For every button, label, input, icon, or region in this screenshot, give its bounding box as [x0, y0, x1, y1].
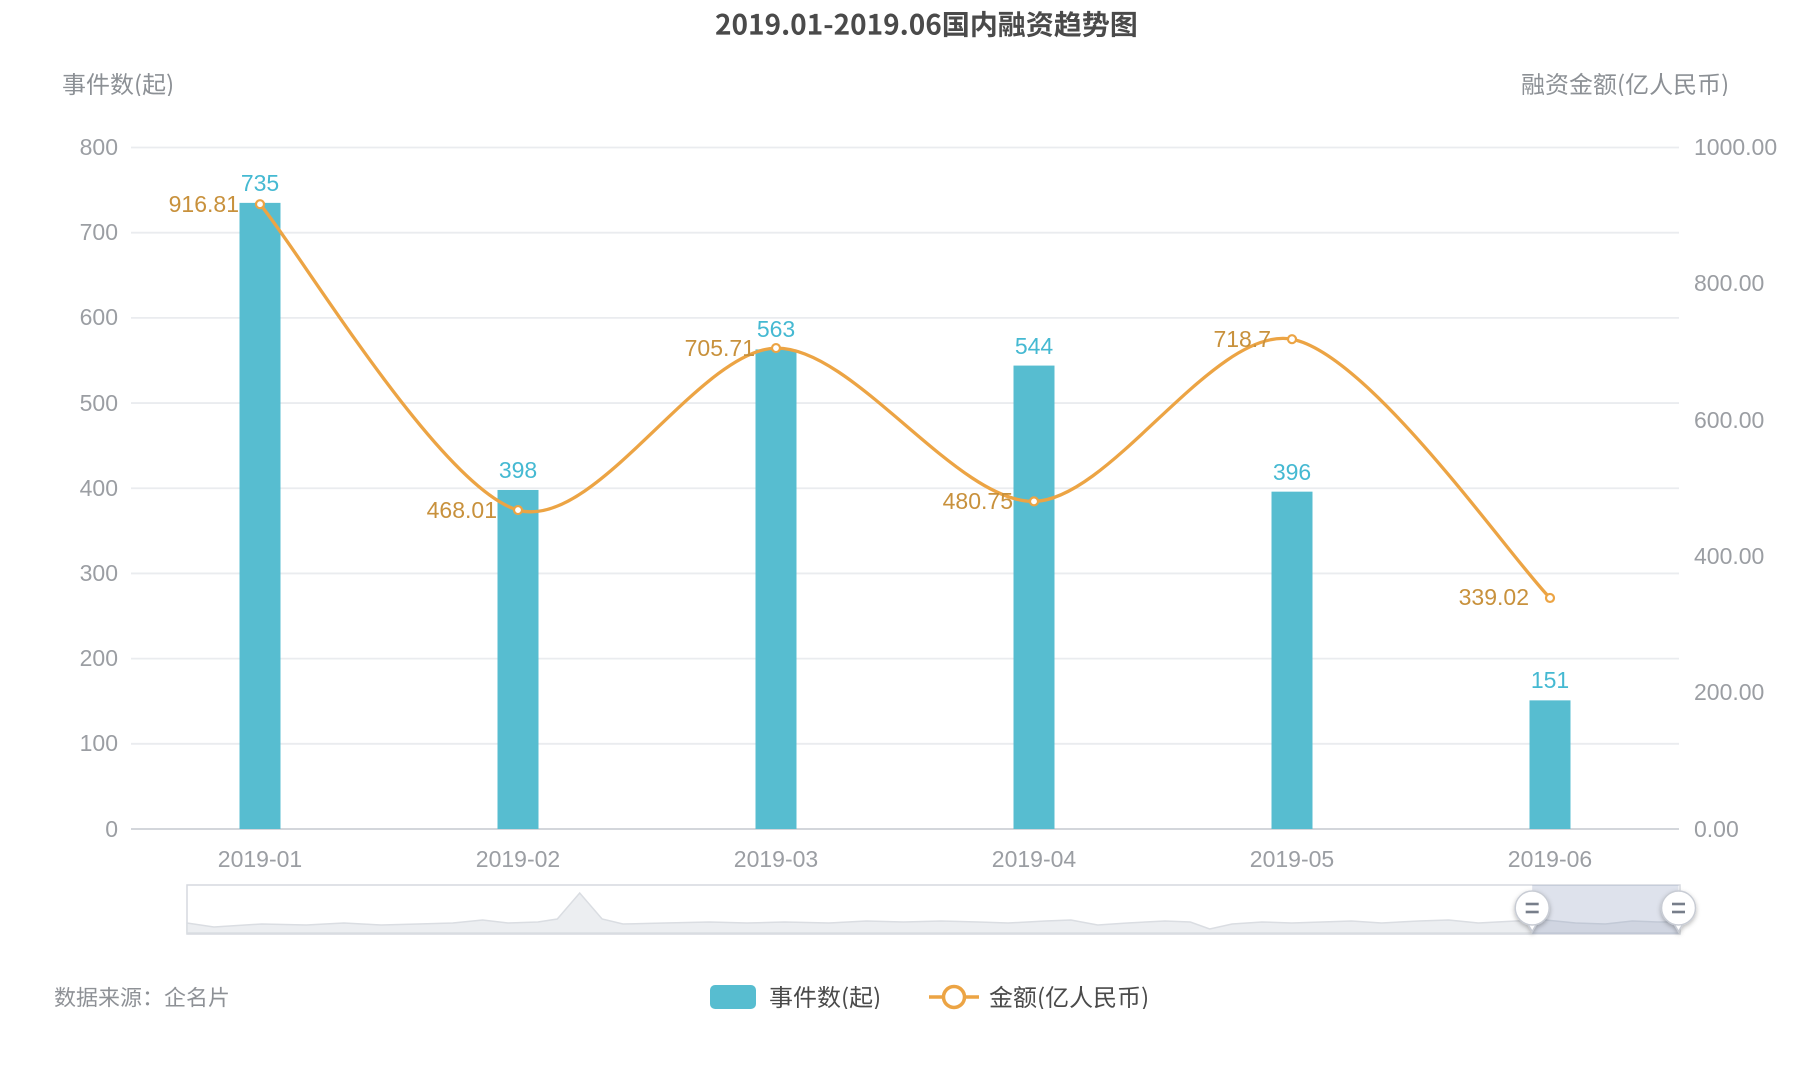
left-axis-tick-label: 200 — [79, 645, 118, 672]
line-value-label: 916.81 — [168, 190, 239, 217]
datazoom-handle-right-knob[interactable] — [1660, 890, 1697, 926]
right-axis-tick-label: 200.00 — [1694, 679, 1765, 706]
legend-bar-swatch-icon — [710, 985, 756, 1009]
left-axis-tick-label: 300 — [79, 559, 118, 586]
bar-value-label: 151 — [1530, 667, 1570, 694]
left-axis-tick-label: 600 — [79, 304, 118, 331]
right-axis-tick-label: 0.00 — [1694, 815, 1739, 842]
line-point[interactable] — [770, 342, 782, 354]
bar-value-label: 735 — [240, 169, 280, 196]
datazoom-window[interactable] — [1532, 885, 1679, 934]
left-axis-tick-label: 700 — [79, 219, 118, 246]
bar-value-label: 396 — [1272, 458, 1312, 485]
x-axis-tick-label: 2019-03 — [733, 846, 819, 872]
line-value-label: 468.01 — [426, 496, 497, 523]
line-value-label: 705.71 — [684, 334, 755, 361]
right-axis-name — [1521, 72, 1729, 96]
left-axis-tick-label: 500 — [79, 389, 118, 416]
legend-item-label — [989, 985, 1149, 1009]
right-axis-tick-label: 800.00 — [1694, 270, 1765, 297]
line-point[interactable] — [512, 504, 524, 516]
x-axis-tick-label: 2019-02 — [475, 846, 561, 872]
x-axis-tick-label: 2019-01 — [217, 846, 303, 872]
legend-item-label — [769, 985, 881, 1009]
right-axis-tick-label: 600.00 — [1694, 406, 1765, 433]
chart-title — [715, 10, 1138, 38]
line-value-label: 718.7 — [1213, 325, 1271, 352]
line-value-label: 339.02 — [1458, 584, 1529, 611]
line-series[interactable] — [258, 203, 1552, 600]
left-axis-tick-label: 100 — [79, 730, 118, 757]
line-point[interactable] — [1544, 592, 1556, 604]
legend-item-amount[interactable] — [929, 983, 1149, 1011]
datazoom-handle-left-knob[interactable] — [1514, 890, 1550, 926]
bar-value-label: 563 — [756, 316, 796, 343]
x-axis-tick-label: 2019-05 — [1249, 846, 1335, 872]
legend-line-marker-icon — [929, 984, 980, 1010]
right-axis-tick-label: 400.00 — [1694, 542, 1765, 569]
right-axis-tick-label: 1000.00 — [1694, 134, 1778, 160]
datazoom-handle-right[interactable] — [1660, 890, 1697, 933]
line-point[interactable] — [1286, 334, 1298, 345]
bar[interactable] — [755, 349, 797, 829]
line-value-label: 480.75 — [942, 487, 1013, 514]
left-axis-tick-label: 400 — [79, 474, 118, 501]
left-axis-tick-label: 0 — [105, 815, 118, 842]
bar[interactable] — [1013, 365, 1055, 829]
bar-value-label: 398 — [498, 456, 538, 483]
data-source-note — [54, 986, 230, 1008]
line-point[interactable] — [1028, 496, 1040, 507]
x-axis-tick-label: 2019-04 — [991, 846, 1077, 872]
left-axis-tick-label: 800 — [79, 134, 118, 160]
legend — [710, 983, 1149, 1011]
x-axis-tick-label: 2019-06 — [1507, 846, 1593, 872]
datazoom-handle-left[interactable] — [1514, 890, 1550, 933]
line-point[interactable] — [254, 199, 266, 210]
bar[interactable] — [497, 489, 539, 829]
datazoom-preview-area — [186, 891, 1681, 934]
bar-value-label: 544 — [1014, 332, 1054, 359]
left-axis-name — [62, 72, 174, 96]
bar[interactable] — [1271, 491, 1313, 829]
legend-item-events[interactable] — [710, 985, 881, 1009]
bar[interactable] — [239, 202, 281, 829]
bar[interactable] — [1529, 700, 1571, 829]
